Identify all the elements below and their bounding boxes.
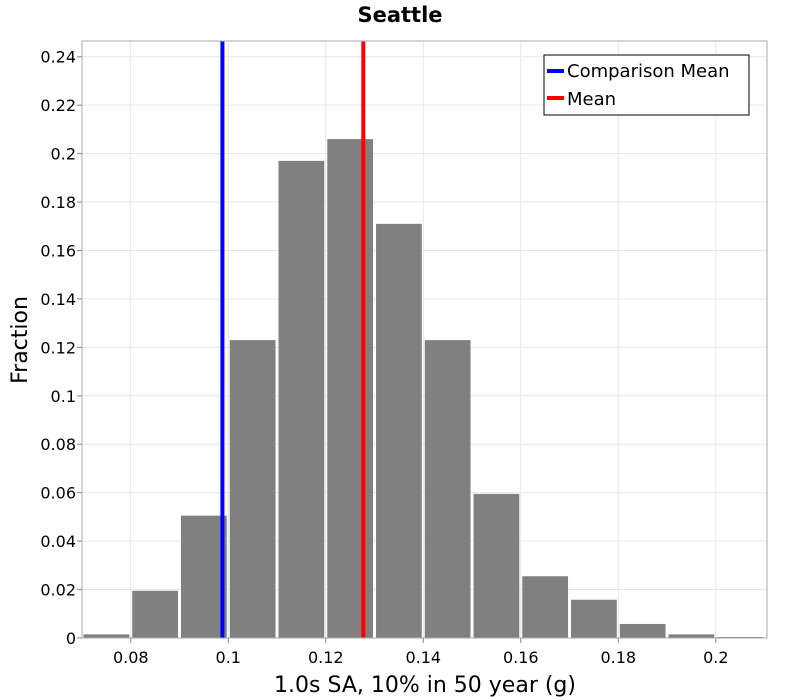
x-tick-label: 0.2 bbox=[703, 648, 728, 667]
x-tick-label: 0.1 bbox=[216, 648, 241, 667]
y-axis-title: Fraction bbox=[8, 296, 33, 384]
legend-label-mean: Mean bbox=[567, 89, 616, 110]
histogram-bar bbox=[668, 634, 715, 638]
y-tick-label: 0.12 bbox=[40, 338, 76, 357]
legend-label-comparison-mean: Comparison Mean bbox=[567, 61, 730, 82]
y-tick-label: 0.04 bbox=[40, 532, 76, 551]
histogram-bar bbox=[571, 599, 617, 638]
histogram-bar bbox=[619, 623, 666, 638]
x-tick-label: 0.16 bbox=[503, 648, 539, 667]
histogram-bar bbox=[376, 223, 422, 639]
chart-title: Seattle bbox=[357, 3, 442, 27]
histogram-bar bbox=[522, 576, 569, 638]
y-tick-label: 0.22 bbox=[40, 96, 76, 115]
plot-area-border bbox=[81, 40, 768, 639]
x-tick-label: 0.08 bbox=[113, 648, 149, 667]
histogram-bars bbox=[83, 139, 764, 639]
x-axis-title: 1.0s SA, 10% in 50 year (g) bbox=[274, 673, 576, 698]
histogram-bar bbox=[83, 634, 130, 638]
y-tick-label: 0.1 bbox=[51, 387, 76, 406]
x-tick-label: 0.14 bbox=[405, 648, 441, 667]
legend-box bbox=[543, 54, 750, 116]
mean-lines bbox=[220, 41, 366, 638]
histogram-bar bbox=[473, 493, 520, 638]
histogram-bar bbox=[278, 160, 325, 638]
y-tick-label: 0.2 bbox=[51, 145, 76, 164]
y-tick-label: 0.24 bbox=[40, 48, 76, 67]
histogram-bar bbox=[424, 340, 471, 638]
y-tick-label: 0.16 bbox=[40, 241, 76, 260]
legend: Comparison Mean Mean bbox=[543, 54, 750, 116]
histogram-bar bbox=[181, 515, 227, 638]
x-tick-label: 0.12 bbox=[308, 648, 344, 667]
y-tick-label: 0.14 bbox=[40, 290, 76, 309]
y-tick-label: 0.02 bbox=[40, 581, 76, 600]
y-tick-label: 0.06 bbox=[40, 484, 76, 503]
histogram-bar bbox=[229, 340, 276, 638]
x-tick-label: 0.18 bbox=[600, 648, 636, 667]
histogram-bar bbox=[132, 590, 179, 638]
y-tick-label: 0.18 bbox=[40, 193, 76, 212]
y-axis-ticks: 0 0.02 0.04 0.06 0.08 0.1 0.12 0.14 0.16 0.18 0.2 0… bbox=[40, 48, 82, 648]
y-tick-label: 0 bbox=[66, 629, 76, 648]
y-tick-label: 0.08 bbox=[40, 435, 76, 454]
histogram-bar bbox=[327, 139, 374, 638]
x-axis-ticks: 0.08 0.1 0.12 0.14 0.16 0.18 0.2 bbox=[113, 638, 729, 667]
